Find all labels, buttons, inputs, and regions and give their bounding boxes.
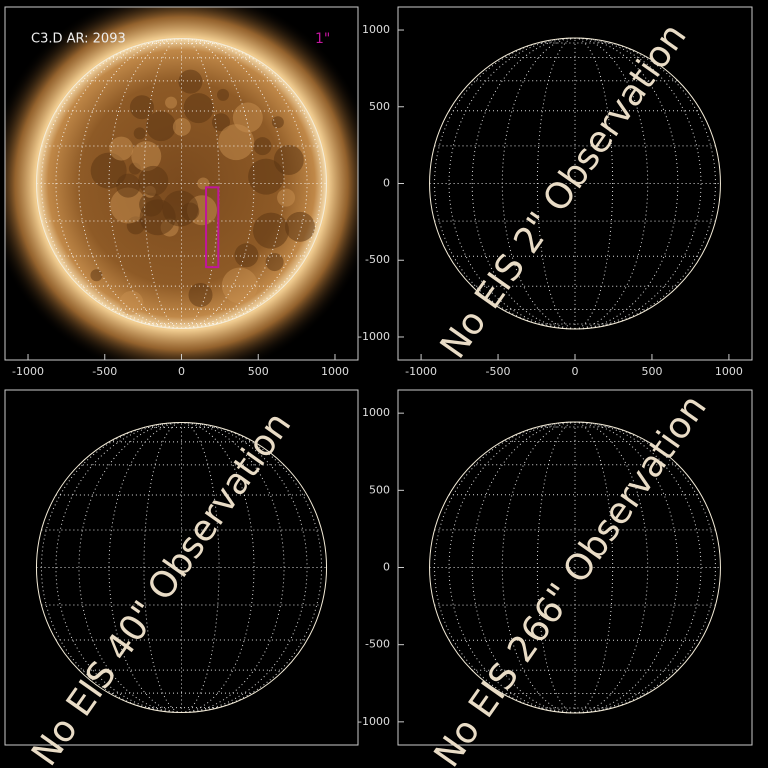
x-tick-label: -1000 [12,365,44,378]
longitude-line [536,37,576,330]
longitude-line [181,38,308,329]
y-tick-label: -1000 [358,715,390,728]
longitude-line [433,37,576,330]
y-tick-label: 1000 [362,23,390,36]
x-tick-label: 0 [178,365,185,378]
helio-grid [429,421,721,714]
longitude-line [143,422,182,713]
longitude-line [574,421,679,714]
longitude-line [181,38,255,329]
panel [429,37,721,330]
x-tick-label: 500 [641,365,662,378]
limb [35,37,328,330]
longitude-line [574,421,717,714]
longitude-line [574,421,614,714]
helio-grid [36,38,327,329]
y-tick-label: 0 [383,177,390,190]
longitude-line [181,422,308,713]
x-tick-label: 0 [572,365,579,378]
frame [4,389,359,746]
longitude-line [181,38,220,329]
slit-label: 1" [315,31,330,47]
longitude-line [574,421,649,714]
sun-feature [129,95,154,120]
longitude-line [501,37,576,330]
sun-feature [110,187,147,224]
panel-title: C3.D AR: 2093 [31,32,126,47]
helio-grid [36,422,327,713]
sun-feature [253,137,272,156]
sun-feature [90,152,127,189]
limb [429,421,721,714]
y-tick-label: 500 [369,483,390,496]
x-tick-label: -500 [92,365,117,378]
x-tick-label: 500 [248,365,269,378]
sun-feature [183,93,214,124]
sun-feature [277,188,296,207]
longitude-line [536,421,576,714]
x-tick-label: 1000 [321,365,349,378]
longitude-line [574,37,649,330]
sun-feature [90,269,103,282]
y-tick-label: -500 [365,253,390,266]
x-tick-label: -1000 [405,365,437,378]
panel [429,421,721,714]
longitude-line [501,421,576,714]
sun-feature [285,211,316,242]
sun-feature [133,127,146,140]
x-tick-label: 1000 [715,365,743,378]
sun-feature [162,190,199,227]
sun-feature [131,141,162,172]
sun-feature [165,96,178,109]
longitude-line [181,422,255,713]
sun-feature [252,212,289,249]
helio-grid [429,37,721,330]
y-tick-label: 1000 [362,406,390,419]
longitude-line [574,37,614,330]
sun-feature [188,283,213,308]
sun-feature [218,124,255,161]
panel [35,421,328,714]
limb [429,37,721,330]
sun-feature [178,69,203,94]
annotation: No EIS 40" Observation [24,405,299,768]
y-tick-label: 0 [383,561,390,574]
longitude-line [55,422,182,713]
longitude-line [55,38,182,329]
sun-feature [119,290,144,315]
y-tick-label: -1000 [358,330,390,343]
sun-feature [271,116,284,129]
sun-feature [116,173,141,198]
sun-feature [234,243,259,268]
longitude-line [574,37,717,330]
sun-feature [109,136,134,161]
longitude-line [108,422,182,713]
y-tick-label: -500 [365,638,390,651]
sun-feature [145,111,176,142]
eis-slit [205,186,220,269]
longitude-line [181,422,220,713]
longitude-line [471,421,576,714]
sun-feature [138,165,169,196]
limb [35,421,328,714]
longitude-line [108,38,182,329]
sun-feature [248,158,285,195]
longitude-line [471,37,576,330]
sun-feature [172,117,191,136]
sun-feature [217,88,230,101]
x-tick-label: -500 [486,365,511,378]
longitude-line [574,37,679,330]
panel [5,7,358,360]
longitude-line [143,38,182,329]
annotation: No EIS 266" Observation [427,388,715,768]
sun-feature [221,267,258,304]
longitude-line [433,421,576,714]
y-tick-label: 500 [369,100,390,113]
